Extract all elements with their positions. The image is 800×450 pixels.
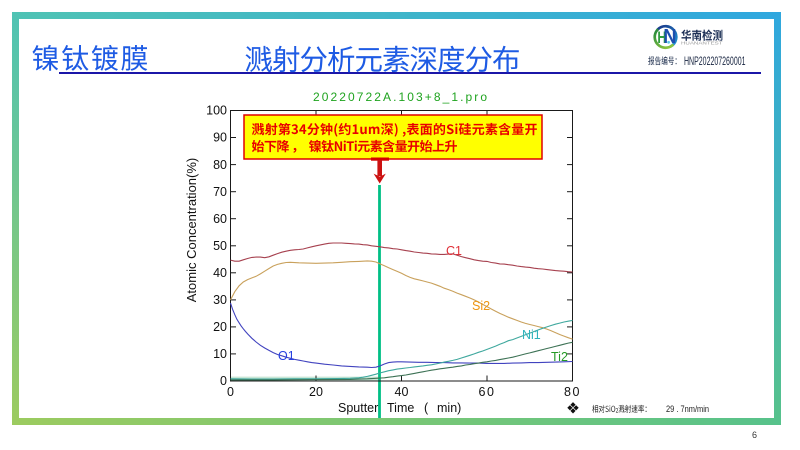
- svg-text:60: 60: [213, 212, 227, 226]
- svg-text:10: 10: [213, 347, 227, 361]
- svg-text:40: 40: [213, 266, 227, 280]
- svg-text:Ni1: Ni1: [522, 328, 541, 342]
- svg-text:HNP202207260001: HNP202207260001: [684, 54, 746, 68]
- svg-text:Ti2: Ti2: [551, 350, 568, 364]
- svg-text:Sputter: Sputter: [338, 401, 378, 415]
- svg-text:(: (: [424, 401, 429, 415]
- svg-text:20: 20: [309, 385, 323, 399]
- svg-text:90: 90: [213, 131, 227, 145]
- svg-text:0: 0: [227, 385, 234, 399]
- svg-text:20220722A.103+8_1.pro: 20220722A.103+8_1.pro: [313, 90, 487, 104]
- svg-text:N: N: [663, 26, 676, 48]
- svg-text:Si2: Si2: [472, 299, 490, 313]
- svg-text:O1: O1: [278, 349, 295, 363]
- svg-text:60: 60: [479, 385, 496, 399]
- svg-text:6: 6: [752, 430, 757, 440]
- svg-text:20: 20: [213, 320, 227, 334]
- svg-text:80: 80: [213, 158, 227, 172]
- svg-text:min): min): [437, 401, 461, 415]
- svg-text:70: 70: [213, 185, 227, 199]
- svg-text:30: 30: [213, 293, 227, 307]
- svg-text:Time: Time: [387, 401, 414, 415]
- svg-text:40: 40: [395, 385, 409, 399]
- svg-text:C1: C1: [446, 244, 462, 258]
- svg-text:H: H: [657, 29, 666, 47]
- svg-text:50: 50: [213, 239, 227, 253]
- svg-text:100: 100: [206, 104, 227, 118]
- svg-text:Atomic Concentration(%): Atomic Concentration(%): [184, 158, 199, 303]
- svg-text:0: 0: [220, 374, 227, 388]
- svg-text:80: 80: [564, 385, 581, 399]
- svg-text:HUANANTEST: HUANANTEST: [681, 40, 723, 46]
- svg-text:29 . 7nm/min: 29 . 7nm/min: [666, 404, 709, 415]
